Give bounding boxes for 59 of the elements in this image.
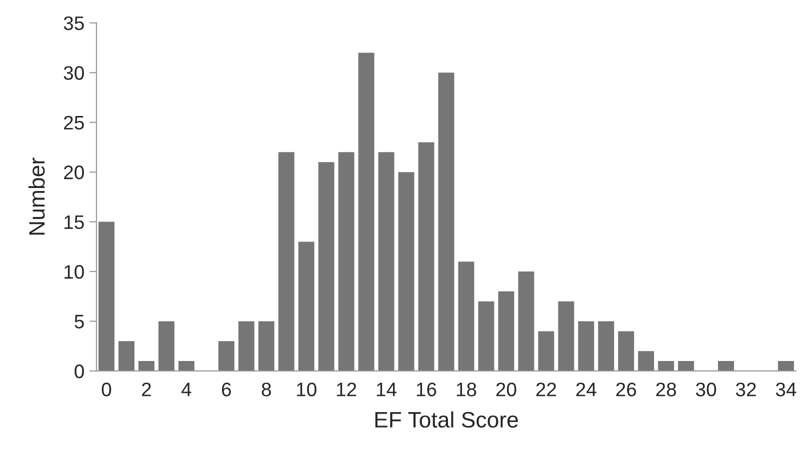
bar bbox=[358, 52, 374, 371]
y-tick-label: 15 bbox=[64, 215, 84, 230]
bar bbox=[378, 152, 394, 371]
bar bbox=[578, 321, 594, 371]
y-tick-label: 25 bbox=[64, 116, 84, 130]
bar bbox=[718, 361, 734, 371]
x-axis-title: EF Total Score bbox=[375, 411, 518, 428]
x-tick-label: 12 bbox=[336, 382, 356, 396]
bar bbox=[158, 321, 174, 371]
x-tick-label: 8 bbox=[262, 382, 271, 396]
x-tick-label: 28 bbox=[656, 382, 676, 396]
x-tick-label: 32 bbox=[736, 382, 756, 396]
y-tick-label: 10 bbox=[64, 264, 84, 279]
x-tick-label: 10 bbox=[296, 382, 316, 396]
bar bbox=[538, 331, 554, 371]
y-tick-label: 20 bbox=[64, 166, 84, 180]
bar bbox=[518, 272, 534, 371]
x-tick-label: 6 bbox=[222, 382, 231, 396]
y-tick-label: 0 bbox=[74, 364, 84, 378]
bar bbox=[278, 152, 294, 371]
x-tick-label: 4 bbox=[181, 382, 192, 396]
bar bbox=[258, 321, 274, 371]
bar bbox=[338, 152, 354, 371]
bar bbox=[98, 222, 114, 371]
bar bbox=[458, 262, 474, 371]
x-tick-label: 34 bbox=[776, 382, 796, 396]
bar bbox=[638, 351, 654, 371]
y-tick-label: 35 bbox=[64, 16, 84, 30]
x-tick-label: 24 bbox=[576, 382, 596, 396]
bar bbox=[418, 142, 434, 371]
bar bbox=[118, 341, 134, 371]
bar bbox=[598, 321, 614, 371]
bar bbox=[398, 172, 414, 371]
x-tick-label: 26 bbox=[616, 382, 636, 396]
bar bbox=[178, 361, 194, 371]
bar bbox=[658, 361, 674, 371]
x-tick-label: 20 bbox=[496, 382, 516, 396]
y-tick-label: 5 bbox=[74, 314, 84, 328]
bar bbox=[438, 72, 454, 371]
x-tick-label: 2 bbox=[142, 382, 151, 396]
x-tick-label: 0 bbox=[102, 382, 112, 396]
x-tick-label: 30 bbox=[696, 382, 716, 396]
bar bbox=[618, 331, 634, 371]
bar bbox=[298, 242, 314, 371]
bar bbox=[318, 162, 334, 371]
bar bbox=[558, 301, 574, 371]
bar bbox=[238, 321, 254, 371]
x-tick-label: 18 bbox=[456, 382, 476, 396]
bar bbox=[778, 361, 794, 371]
y-tick-label: 30 bbox=[64, 66, 84, 80]
bar bbox=[478, 301, 494, 371]
y-axis-title: Number bbox=[28, 158, 45, 235]
bar bbox=[678, 361, 694, 371]
bar bbox=[138, 361, 154, 371]
x-tick-label: 14 bbox=[376, 382, 397, 396]
bar bbox=[498, 291, 514, 371]
x-tick-label: 22 bbox=[536, 382, 556, 396]
x-tick-label: 16 bbox=[416, 382, 436, 396]
bar bbox=[218, 341, 234, 371]
